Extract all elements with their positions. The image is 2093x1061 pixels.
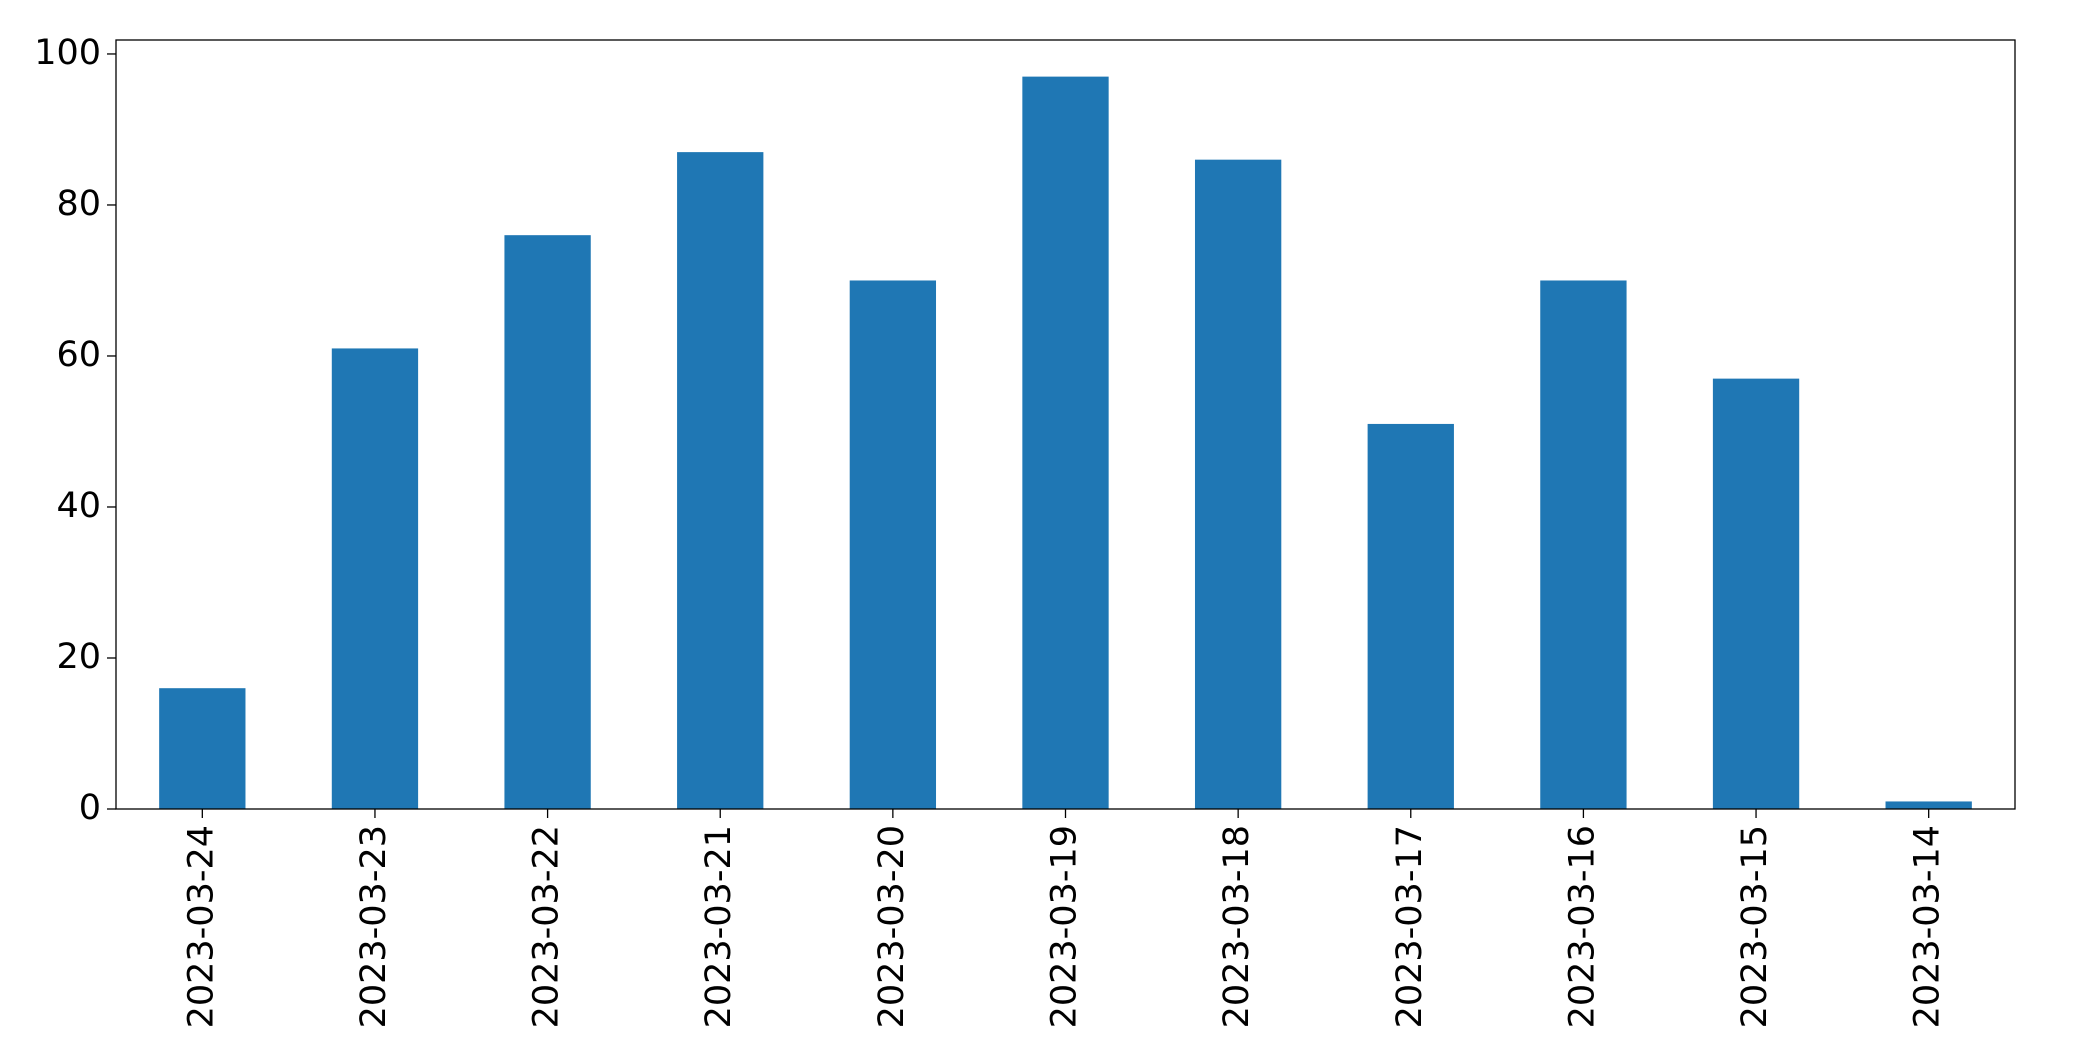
y-tick-label: 40 (56, 486, 101, 526)
x-tick-label: 2023-03-24 (181, 825, 221, 1028)
axes-frame (115, 39, 2016, 810)
x-tick-label: 2023-03-18 (1217, 825, 1257, 1028)
x-tick-label: 2023-03-15 (1735, 825, 1775, 1028)
x-tick-label: 2023-03-14 (1908, 825, 1948, 1028)
y-tick-label: 0 (79, 788, 101, 828)
y-tick-label: 80 (56, 184, 101, 224)
x-tick-label: 2023-03-23 (354, 825, 394, 1028)
y-tick-label: 60 (56, 335, 101, 375)
x-tick-label: 2023-03-16 (1562, 825, 1602, 1028)
bar (159, 688, 246, 809)
y-tick-label: 20 (56, 637, 101, 677)
bar (1540, 280, 1627, 809)
y-tick-label: 100 (34, 33, 101, 73)
bar (1194, 159, 1282, 810)
bar (1885, 801, 1972, 809)
x-tick-label: 2023-03-21 (699, 825, 739, 1028)
bar (849, 280, 937, 809)
bar (1022, 76, 1109, 810)
bar (1367, 423, 1454, 809)
x-tick-label: 2023-03-20 (872, 825, 912, 1028)
x-tick-label: 2023-03-19 (1045, 825, 1085, 1028)
x-tick-label: 2023-03-22 (527, 825, 567, 1028)
bar (677, 152, 764, 809)
bar (331, 348, 419, 809)
bar (504, 235, 591, 809)
x-tick-label: 2023-03-17 (1390, 825, 1430, 1028)
bar (1712, 378, 1800, 809)
